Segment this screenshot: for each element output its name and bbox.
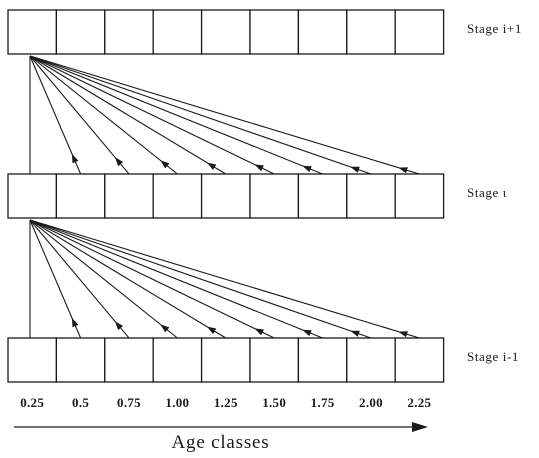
transition-arrow [29, 219, 323, 339]
age-class-label: 2.25 [407, 395, 432, 410]
age-class-label: 0.25 [20, 395, 45, 410]
transition-arrowhead [398, 167, 408, 174]
age-class-label: 1.50 [262, 395, 287, 410]
transition-arrow [29, 55, 323, 175]
age-class-box [200, 337, 251, 383]
transition-arrowhead [398, 331, 408, 338]
age-class-box [104, 337, 154, 383]
age-class-label: 2.00 [359, 395, 383, 410]
age-class-box [152, 337, 203, 383]
transition-arrowhead [302, 165, 312, 173]
transition-arrowhead [160, 160, 170, 169]
age-class-label: 1.00 [165, 395, 190, 410]
age-class-box [200, 173, 251, 219]
age-class-box [55, 337, 106, 383]
transition-arrowhead [71, 317, 79, 328]
transition-arrow [29, 219, 130, 339]
transition-arrowhead [114, 321, 124, 331]
stage-row-lower [7, 337, 445, 383]
transition-arrowhead [350, 330, 360, 337]
transition-arrowhead [302, 329, 312, 337]
transition-arrow [29, 219, 178, 339]
transition-arrow [29, 219, 275, 339]
transition-arrow [29, 55, 275, 175]
age-class-box [104, 9, 154, 55]
age-class-box [7, 337, 58, 383]
age-class-box [394, 173, 445, 219]
age-class-box [297, 337, 348, 383]
transition-arrowhead [160, 324, 170, 333]
transition-arrow [29, 55, 130, 175]
age-class-label: 0.75 [117, 395, 141, 410]
age-class-box [297, 9, 348, 55]
age-class-label: 1.25 [213, 395, 238, 410]
age-class-label: 0.5 [72, 395, 90, 410]
transition-arrowhead [207, 326, 217, 334]
stage-rows [7, 9, 445, 383]
age-class-box [346, 337, 396, 383]
age-class-box [152, 9, 203, 55]
stage-label-lower: Stage i-1 [467, 349, 519, 364]
age-class-box [55, 9, 106, 55]
axis-title: Age classes [171, 432, 270, 453]
transition-arrowhead [350, 166, 360, 173]
transition-arrowhead [71, 153, 79, 164]
transition-arrow [29, 219, 372, 339]
age-class-box [249, 337, 300, 383]
age-class-box [55, 173, 106, 219]
stage-row-middle [7, 173, 445, 219]
transition-arrowhead [254, 164, 264, 172]
age-class-box [200, 9, 251, 55]
age-class-box [346, 173, 396, 219]
transition-arrow [29, 55, 227, 175]
age-class-box [7, 173, 58, 219]
transition-arrowhead [207, 162, 217, 170]
age-class-box [297, 173, 348, 219]
transition-arrow [29, 219, 227, 339]
stage-label-middle: Stage ι [467, 185, 507, 200]
age-class-box [394, 337, 445, 383]
age-class-box [346, 9, 396, 55]
age-axis-arrowhead [412, 422, 428, 432]
age-class-box [7, 9, 58, 55]
age-class-box [152, 173, 203, 219]
age-class-label: 1.75 [310, 395, 335, 410]
transition-arrow [29, 55, 178, 175]
transition-arrowhead [254, 328, 264, 336]
transition-arrowhead [114, 157, 124, 167]
stage-row-upper [7, 9, 445, 55]
transition-arrow [29, 219, 420, 339]
age-class-box [394, 9, 445, 55]
age-class-box [249, 173, 300, 219]
transition-arrows [29, 55, 420, 339]
transition-arrow [29, 55, 420, 175]
stage-label-upper: Stage i+1 [467, 21, 522, 36]
transition-arrow [29, 55, 372, 175]
age-class-box [104, 173, 154, 219]
age-class-box [249, 9, 300, 55]
